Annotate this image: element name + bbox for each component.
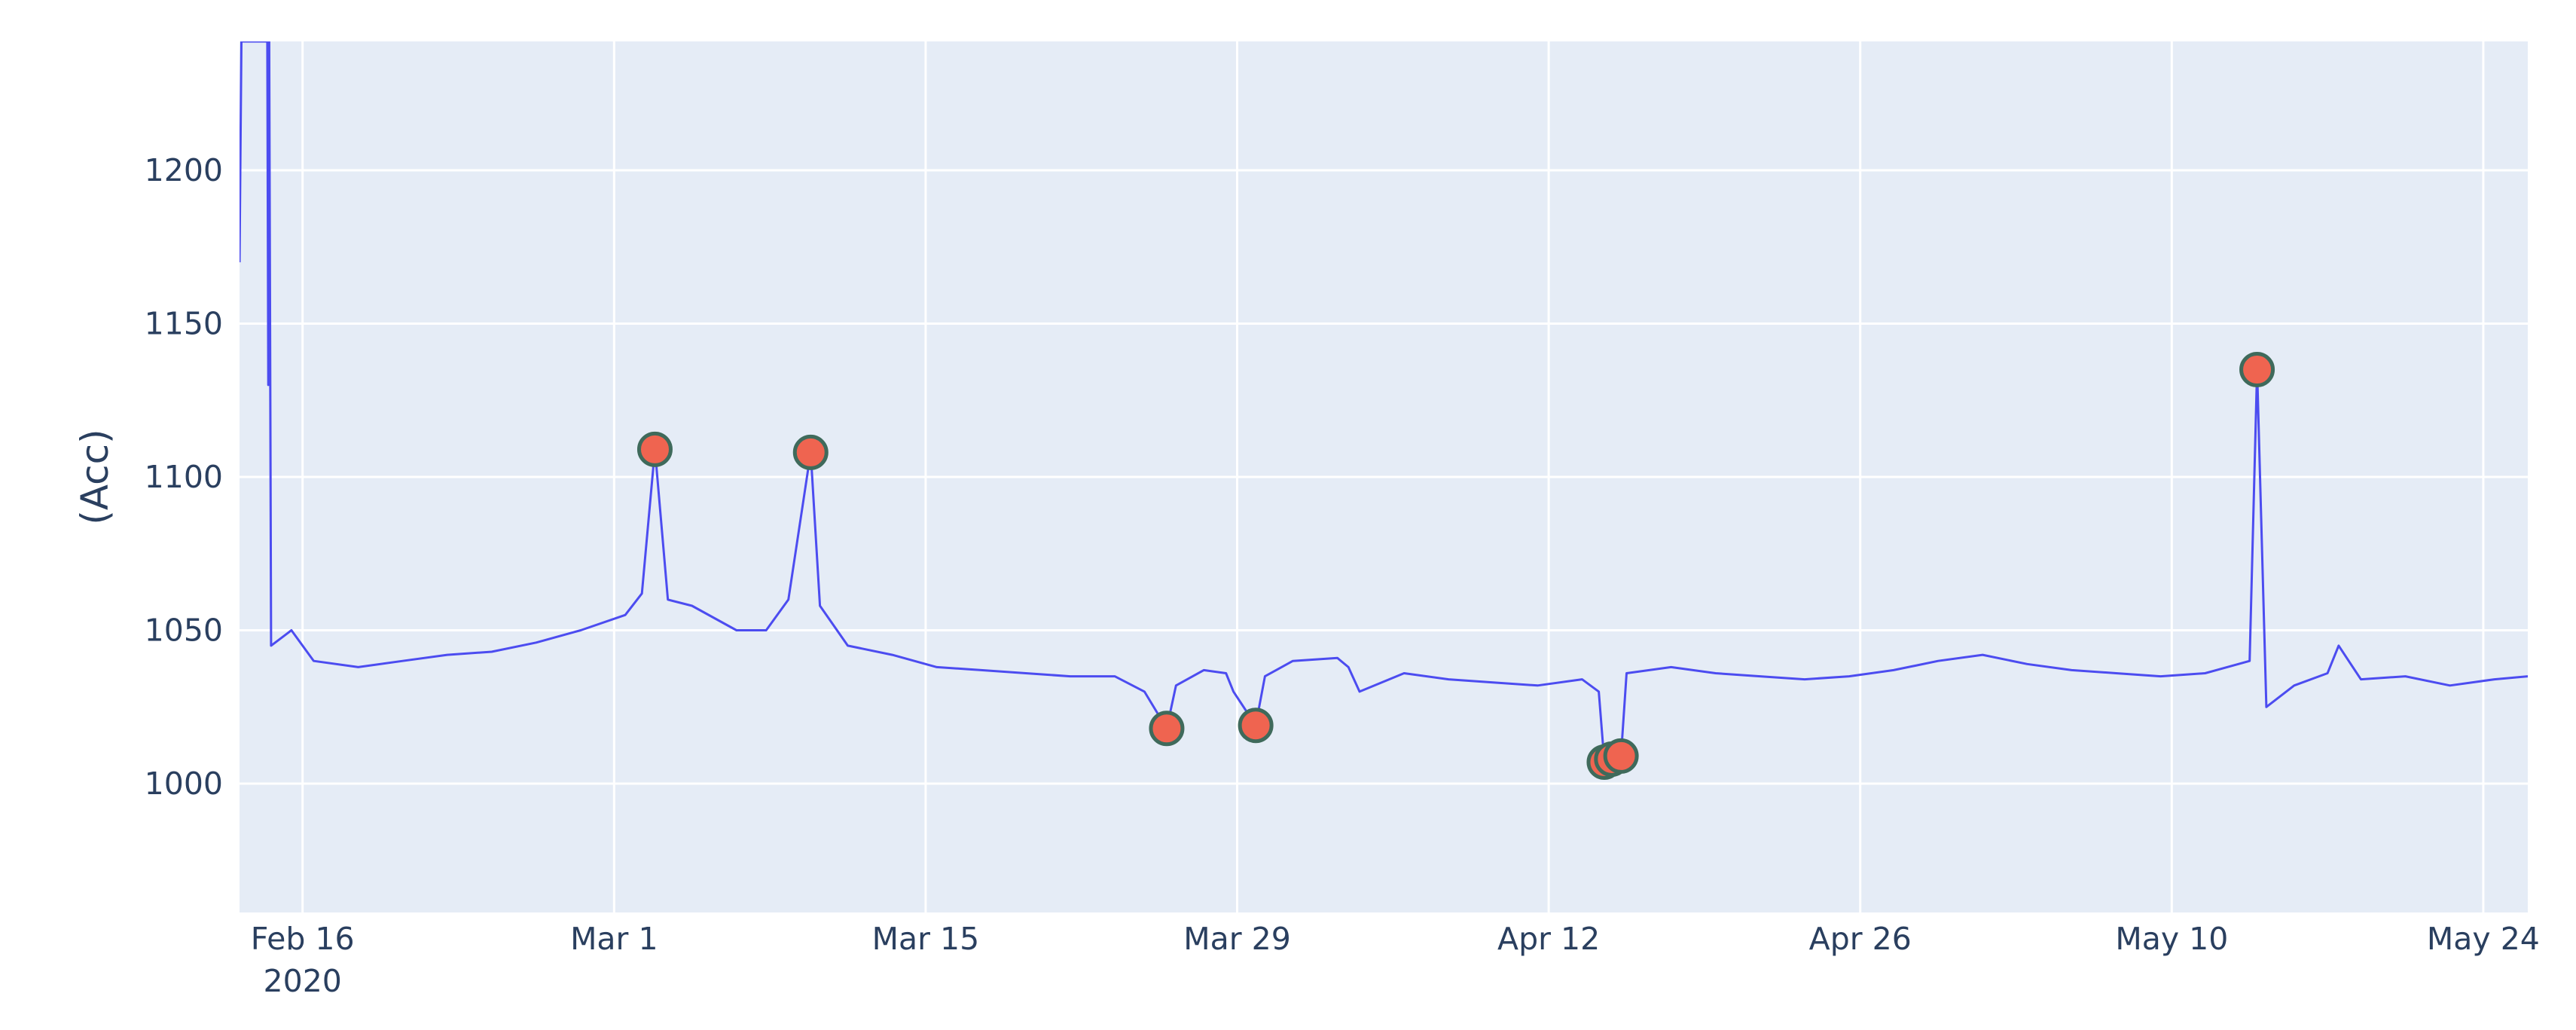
anomaly-marker xyxy=(1603,738,1639,774)
y-axis-title: (Acc) xyxy=(73,429,117,524)
x-tick-label: Apr 12 xyxy=(1497,921,1600,957)
x-tick-label: May 10 xyxy=(2115,921,2228,957)
anomaly-marker xyxy=(792,434,829,470)
x-tick-label: Mar 29 xyxy=(1183,921,1291,957)
data-series xyxy=(240,41,2528,781)
x-tick-label: Mar 15 xyxy=(872,921,980,957)
anomaly-marker xyxy=(1149,711,1185,747)
x-tick-label: May 24 xyxy=(2427,921,2540,957)
y-tick-label: 1200 xyxy=(145,152,223,188)
y-tick-label: 1150 xyxy=(145,305,223,341)
y-gridlines xyxy=(240,169,2528,785)
anomaly-marker xyxy=(636,431,673,467)
series-line xyxy=(240,41,2528,763)
y-tick-label: 1050 xyxy=(145,613,223,649)
y-tick-label: 1000 xyxy=(145,766,223,802)
anomaly-marker xyxy=(2239,352,2275,388)
x-tick-label: Feb 16 xyxy=(251,921,355,957)
x-tick-label: Mar 1 xyxy=(570,921,658,957)
y-tick-labels: 1000 1050 1100 1150 1200 xyxy=(145,152,223,802)
x-tick-label: Apr 26 xyxy=(1809,921,1912,957)
x-tick-sublabel: 2020 xyxy=(264,963,342,999)
y-tick-label: 1100 xyxy=(145,459,223,495)
x-tick-labels: Feb 16 2020 Mar 1 Mar 15 Mar 29 Apr 12 Apr 26 M… xyxy=(251,921,2540,999)
anomaly-marker xyxy=(1238,708,1274,744)
